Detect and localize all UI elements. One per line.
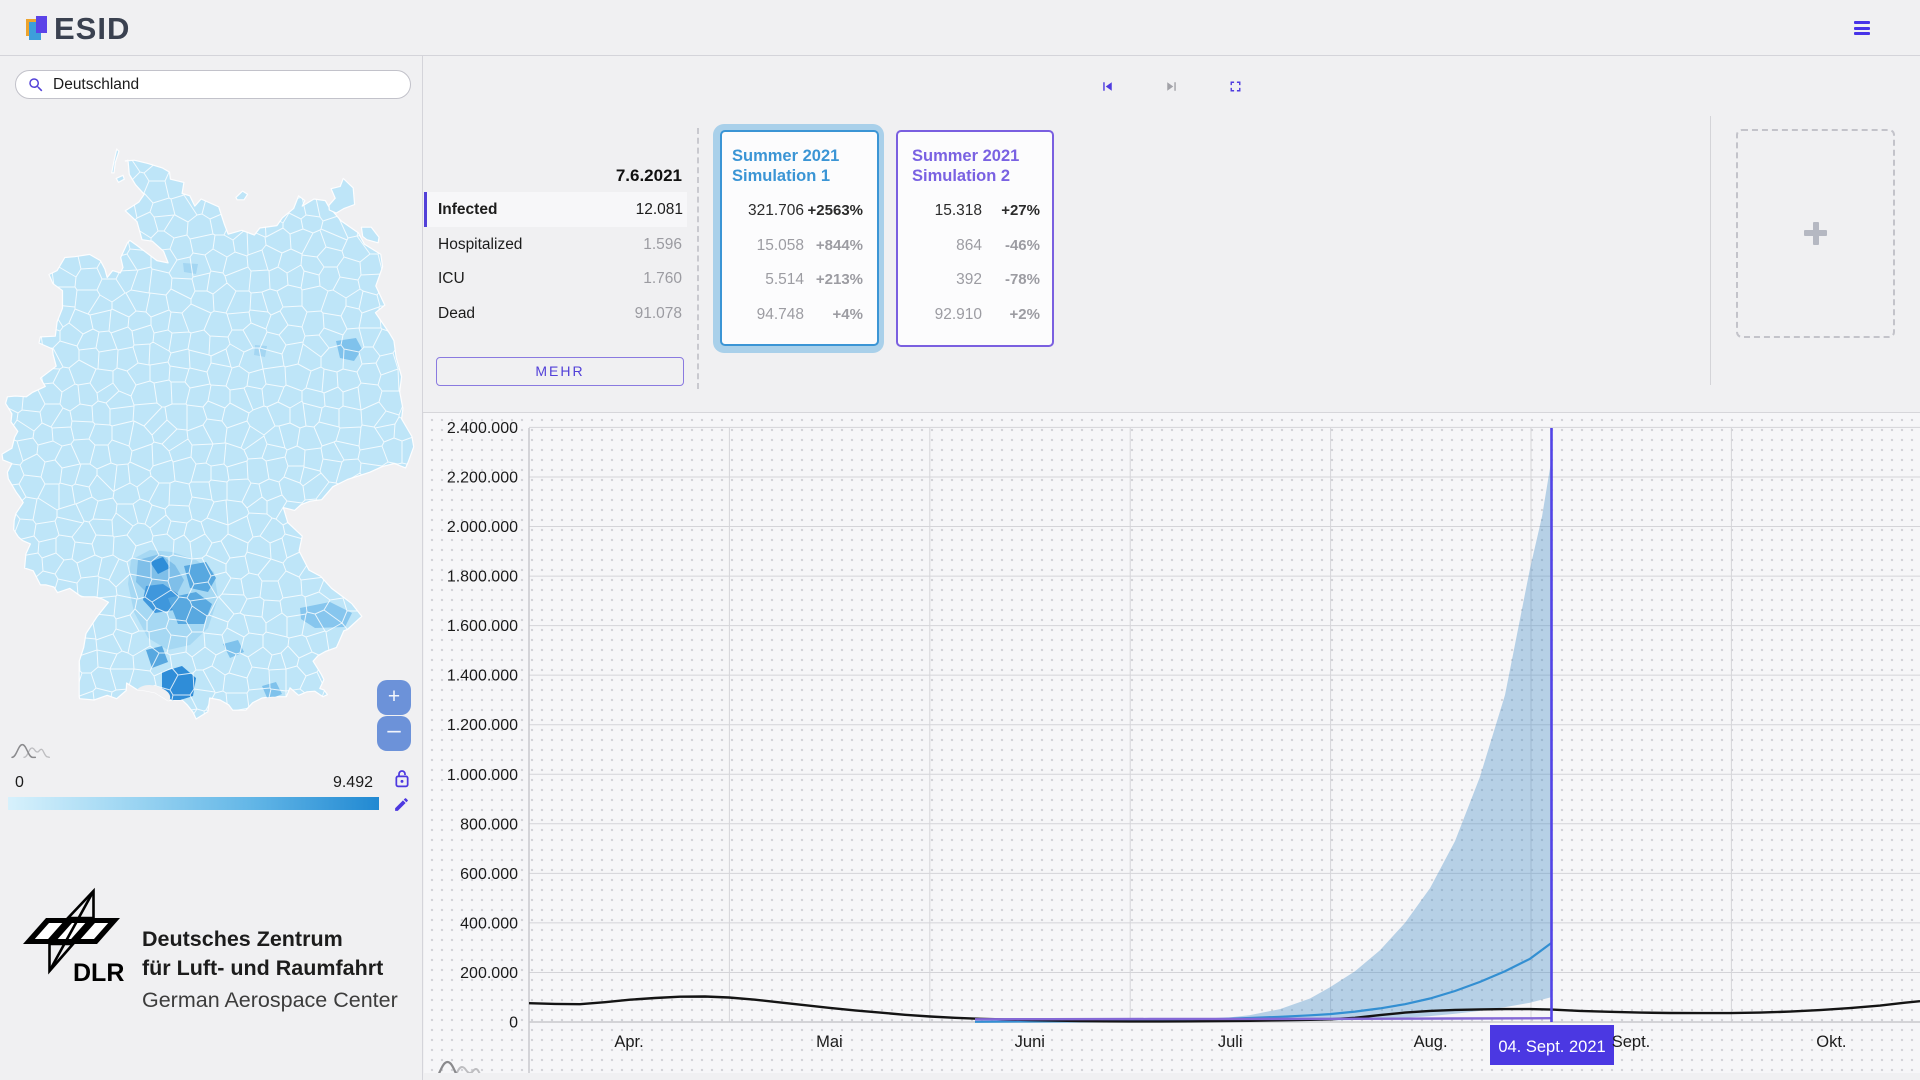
svg-text:Okt.: Okt. — [1816, 1033, 1846, 1051]
svg-text:1.800.000: 1.800.000 — [447, 569, 518, 586]
svg-text:Juni: Juni — [1015, 1033, 1045, 1051]
svg-text:Aug.: Aug. — [1414, 1033, 1448, 1051]
svg-text:Juli: Juli — [1218, 1033, 1243, 1051]
svg-text:1.600.000: 1.600.000 — [447, 618, 518, 635]
svg-text:600.000: 600.000 — [460, 866, 518, 883]
svg-text:2.000.000: 2.000.000 — [447, 519, 518, 536]
svg-text:Sept.: Sept. — [1612, 1033, 1651, 1051]
svg-text:2.400.000: 2.400.000 — [447, 420, 518, 437]
svg-text:2.200.000: 2.200.000 — [447, 470, 518, 487]
svg-text:1.400.000: 1.400.000 — [447, 668, 518, 685]
svg-text:800.000: 800.000 — [460, 816, 518, 833]
svg-text:04. Sept. 2021: 04. Sept. 2021 — [1498, 1038, 1605, 1056]
svg-text:1.200.000: 1.200.000 — [447, 717, 518, 734]
svg-text:Mai: Mai — [816, 1033, 843, 1051]
svg-text:Apr.: Apr. — [614, 1033, 643, 1051]
svg-text:0: 0 — [509, 1015, 518, 1032]
svg-text:400.000: 400.000 — [460, 915, 518, 932]
svg-text:200.000: 200.000 — [460, 965, 518, 982]
svg-text:1.000.000: 1.000.000 — [447, 767, 518, 784]
